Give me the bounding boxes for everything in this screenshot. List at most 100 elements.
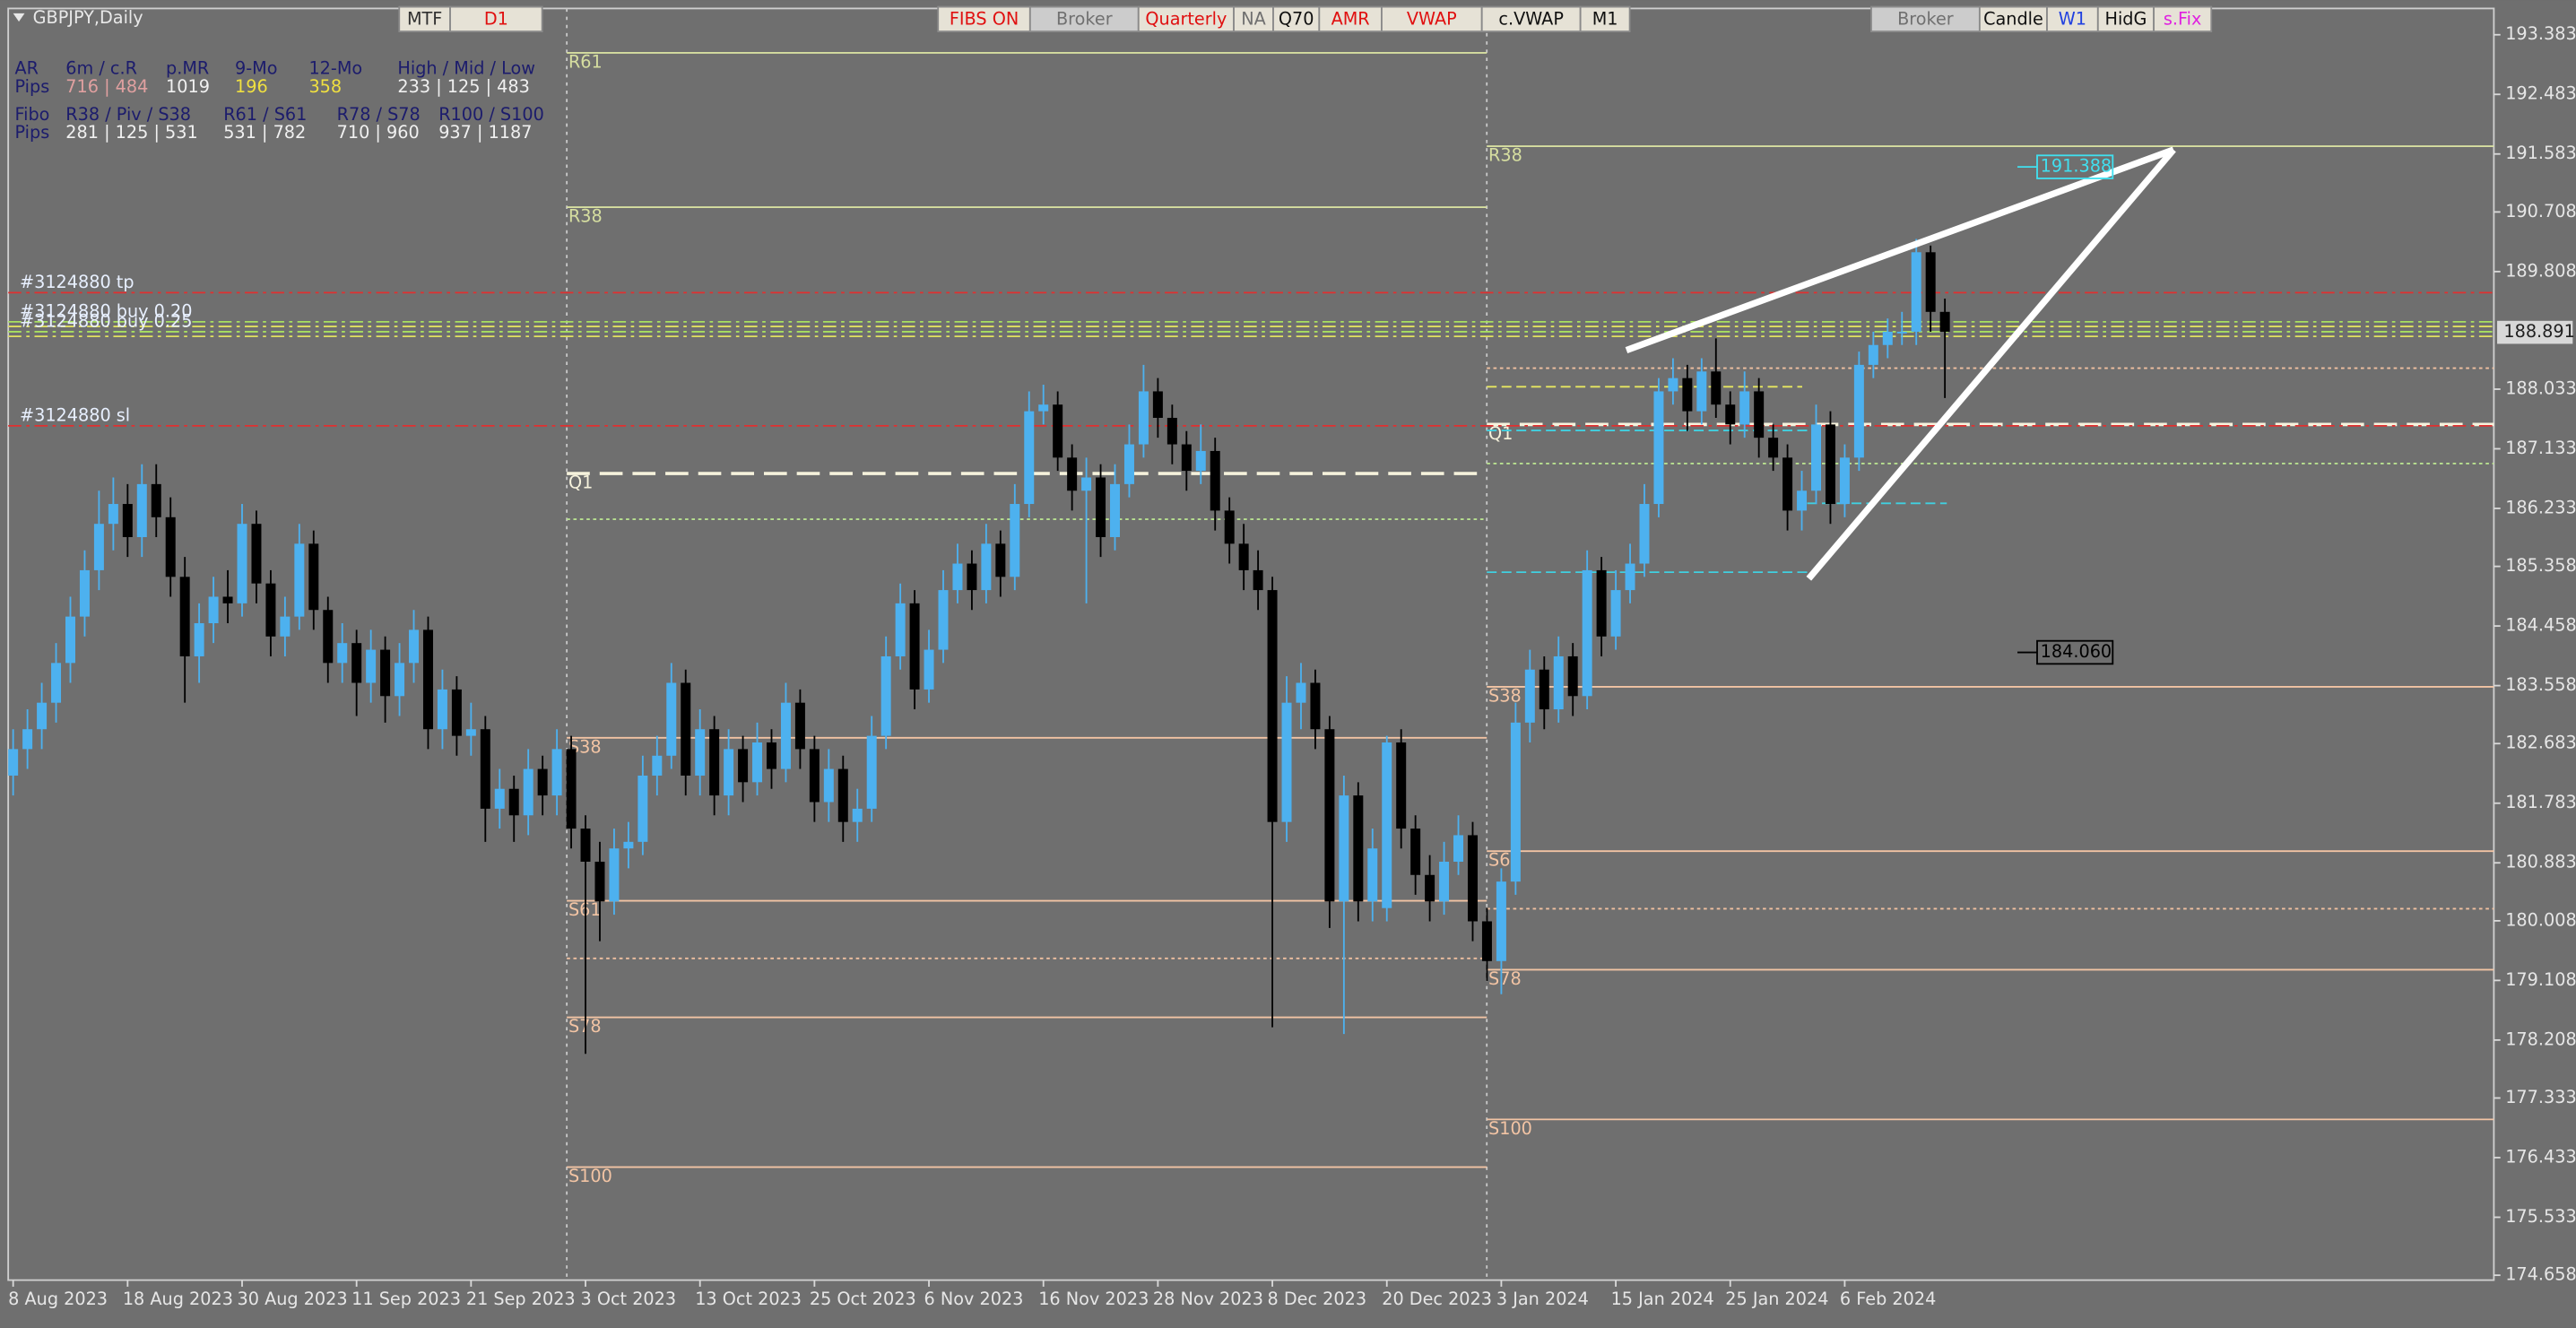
info-cell: 358: [308, 76, 342, 97]
toolbar-button-label[interactable]: NA: [1241, 9, 1266, 30]
candle-body: [1010, 504, 1020, 577]
toolbar-button[interactable]: [2096, 5, 2155, 32]
candle-body: [165, 516, 176, 577]
candle-body: [1453, 835, 1464, 862]
candle-body: [1496, 881, 1506, 961]
candle-body: [1768, 438, 1779, 458]
toolbar-button[interactable]: [2153, 5, 2213, 32]
candle-body: [609, 848, 620, 902]
y-tick-label: 176.433: [2505, 1146, 2576, 1167]
level-label: R38: [568, 206, 603, 227]
trade-label: #3124880 buy 0.25: [20, 310, 192, 331]
toolbar-button-label[interactable]: W1: [2059, 9, 2086, 30]
info-cell: High / Mid / Low: [397, 58, 535, 79]
candle-body: [551, 749, 562, 796]
toolbar-button[interactable]: [1028, 5, 1140, 32]
x-tick-label: 21 Sep 2023: [466, 1289, 576, 1309]
trendline[interactable]: [1806, 147, 2176, 581]
candle-body: [1096, 477, 1106, 537]
info-cell: p.MR: [166, 58, 209, 79]
toolbar-button[interactable]: [1381, 5, 1483, 32]
toolbar-button-label[interactable]: M1: [1592, 9, 1618, 30]
toolbar-button-label[interactable]: FIBS ON: [950, 9, 1019, 30]
candle-body: [1911, 252, 1921, 332]
candle-body: [724, 749, 734, 796]
candle-body: [222, 596, 233, 603]
candle-body: [1481, 921, 1492, 961]
toolbar-button[interactable]: [1579, 5, 1631, 32]
x-tick-label: 28 Nov 2023: [1153, 1289, 1263, 1309]
candle-body: [752, 742, 763, 783]
candle-body: [823, 768, 834, 803]
x-tick-label: 3 Oct 2023: [581, 1289, 677, 1309]
candle-body: [1925, 252, 1936, 312]
toolbar-button[interactable]: [1233, 5, 1274, 32]
info-cell: 9-Mo: [235, 58, 278, 79]
candle-body: [1267, 590, 1278, 822]
toolbar-button-label[interactable]: Broker: [1897, 9, 1954, 30]
toolbar-button[interactable]: [2046, 5, 2099, 32]
dropdown-icon[interactable]: [13, 13, 25, 22]
trendline[interactable]: [1625, 146, 2175, 353]
candle-body: [623, 841, 634, 849]
candle-body: [766, 742, 776, 769]
candle-body: [681, 682, 691, 776]
candle-body: [237, 524, 247, 603]
toolbar-button[interactable]: [1870, 5, 1981, 32]
info-cell: AR: [14, 58, 39, 79]
toolbar-button-label[interactable]: Broker: [1056, 9, 1113, 30]
x-tick-label: 13 Oct 2023: [695, 1289, 802, 1309]
candle-body: [179, 577, 190, 656]
candle-body: [294, 543, 305, 617]
y-tick-label: 184.458: [2505, 615, 2576, 636]
toolbar-button-label[interactable]: c.VWAP: [1498, 9, 1564, 30]
toolbar-button-label[interactable]: Quarterly: [1145, 9, 1227, 30]
candle-body: [967, 563, 977, 591]
candle-body: [395, 663, 405, 697]
candle-body: [1939, 311, 1950, 332]
toolbar-button-label[interactable]: AMR: [1331, 9, 1370, 30]
candle-body: [1782, 457, 1793, 511]
info-cell: R61 / S61: [223, 104, 307, 125]
toolbar-button[interactable]: [937, 5, 1031, 32]
toolbar-button-label[interactable]: Q70: [1279, 9, 1314, 30]
toolbar-button-label[interactable]: HidG: [2105, 9, 2147, 30]
candle-body: [1896, 331, 1907, 334]
candle-body: [952, 563, 963, 591]
y-tick-label: 188.033: [2505, 378, 2576, 399]
candle-body: [1596, 569, 1607, 637]
toolbar-button[interactable]: [1480, 5, 1582, 32]
candle-body: [1467, 835, 1478, 922]
x-tick-label: 25 Oct 2023: [810, 1289, 916, 1309]
toolbar-button-label[interactable]: VWAP: [1407, 9, 1457, 30]
candle-body: [1296, 682, 1306, 703]
candle-body: [1682, 378, 1693, 412]
level-label: R61: [568, 51, 603, 72]
y-tick-label: 180.883: [2505, 852, 2576, 872]
candle-body: [108, 504, 118, 525]
candle-body: [1152, 391, 1163, 418]
candle-body: [852, 808, 863, 822]
candle-body: [1797, 490, 1808, 511]
x-tick-label: 3 Jan 2024: [1496, 1289, 1589, 1309]
level-label: Q1: [568, 473, 593, 493]
x-tick-label: 18 Aug 2023: [123, 1289, 233, 1309]
toolbar-button-label[interactable]: D1: [484, 9, 508, 30]
candle-body: [265, 583, 276, 637]
candle-body: [523, 768, 533, 816]
toolbar-button-label[interactable]: s.Fix: [2164, 9, 2202, 30]
toolbar-button[interactable]: [1137, 5, 1235, 32]
candle-body: [637, 775, 648, 842]
toolbar-button[interactable]: [449, 5, 543, 32]
chart-title: GBPJPY,Daily: [33, 7, 143, 28]
candle-body: [1853, 364, 1864, 458]
toolbar-button-label[interactable]: MTF: [407, 9, 442, 30]
level-label: S38: [568, 736, 602, 757]
x-tick-label: 6 Feb 2024: [1840, 1289, 1936, 1309]
candle-body: [208, 596, 219, 624]
info-cell: 716 | 484: [65, 76, 148, 97]
candle-body: [1739, 391, 1750, 425]
candle-body: [995, 543, 1006, 577]
toolbar-button-label[interactable]: Candle: [1983, 9, 2043, 30]
